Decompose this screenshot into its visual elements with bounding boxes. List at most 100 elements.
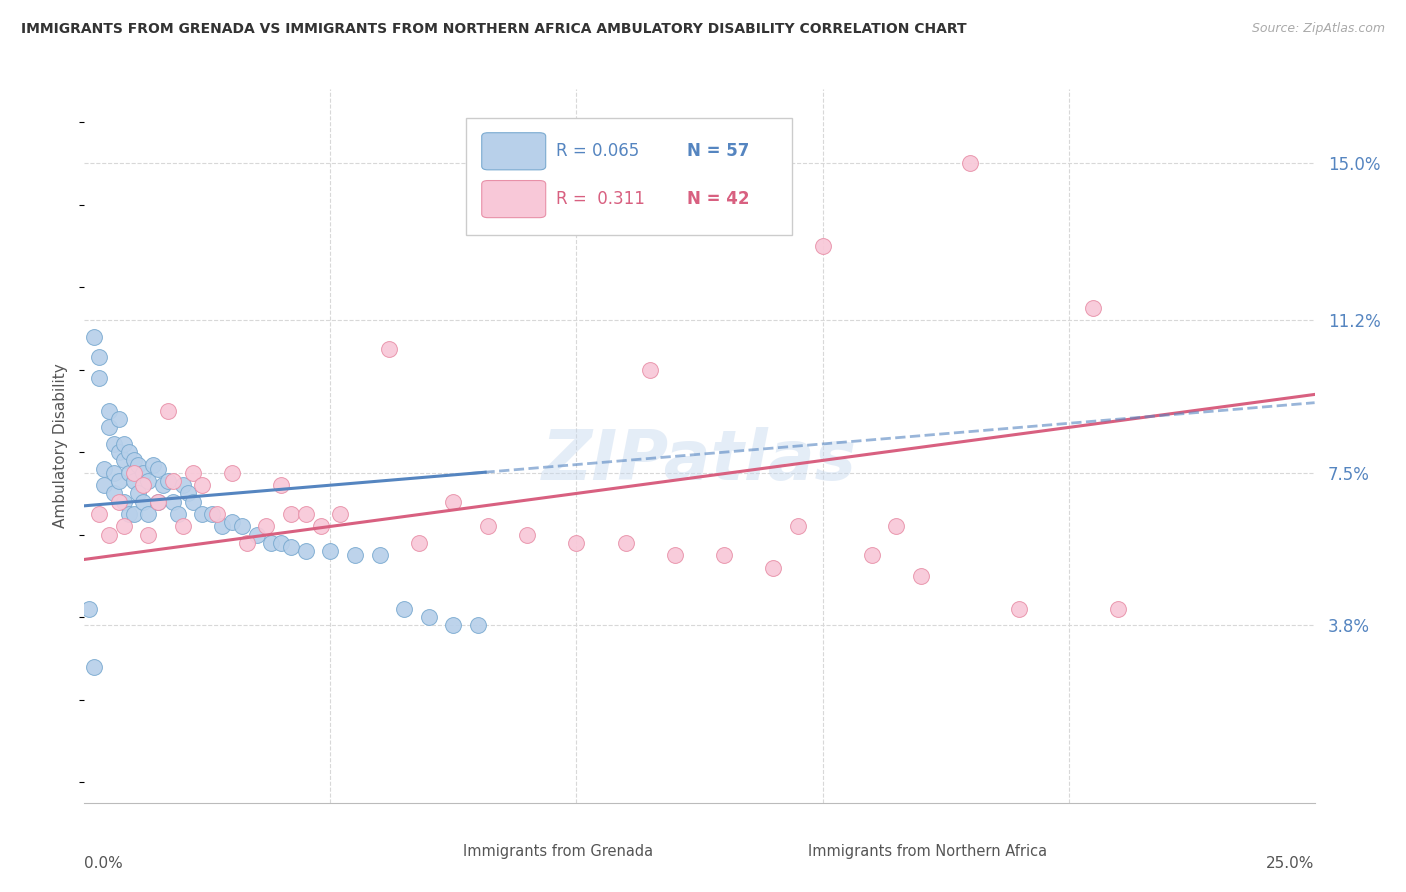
Point: [762, 560, 785, 574]
Point: [108, 474, 131, 488]
Point: [394, 602, 416, 616]
Point: [344, 549, 367, 563]
Point: [207, 507, 229, 521]
Point: [89, 351, 111, 365]
Point: [811, 239, 834, 253]
Point: [157, 404, 180, 418]
Point: [640, 362, 662, 376]
Point: [280, 540, 302, 554]
Point: [231, 519, 253, 533]
Point: [1008, 602, 1031, 616]
Point: [118, 507, 141, 521]
Point: [118, 445, 141, 459]
Point: [122, 453, 145, 467]
Point: [112, 453, 135, 467]
Point: [138, 527, 160, 541]
Point: [138, 474, 160, 488]
Point: [378, 342, 401, 356]
FancyBboxPatch shape: [749, 837, 800, 869]
Point: [93, 478, 115, 492]
Point: [108, 412, 131, 426]
FancyBboxPatch shape: [405, 837, 456, 869]
Text: N = 57: N = 57: [688, 143, 749, 161]
Point: [516, 527, 538, 541]
Point: [103, 466, 125, 480]
Point: [443, 618, 465, 632]
Point: [83, 659, 105, 673]
Point: [211, 519, 233, 533]
Point: [664, 549, 686, 563]
Point: [103, 486, 125, 500]
Point: [122, 466, 145, 480]
Point: [148, 461, 170, 475]
Point: [329, 507, 352, 521]
Point: [910, 569, 932, 583]
Point: [959, 156, 981, 170]
Point: [191, 507, 214, 521]
Point: [172, 478, 194, 492]
Point: [162, 474, 184, 488]
Point: [181, 494, 204, 508]
Point: [128, 458, 150, 472]
Point: [713, 549, 735, 563]
Point: [79, 602, 101, 616]
Point: [103, 437, 125, 451]
Point: [122, 474, 145, 488]
Point: [152, 478, 174, 492]
Point: [167, 507, 190, 521]
Text: Immigrants from Grenada: Immigrants from Grenada: [464, 844, 654, 859]
Point: [98, 404, 121, 418]
Text: R = 0.065: R = 0.065: [555, 143, 638, 161]
Y-axis label: Ambulatory Disability: Ambulatory Disability: [53, 364, 69, 528]
Text: 25.0%: 25.0%: [1267, 856, 1315, 871]
Point: [108, 445, 131, 459]
Point: [112, 494, 135, 508]
Point: [201, 507, 224, 521]
Point: [1107, 602, 1129, 616]
Point: [260, 536, 283, 550]
FancyBboxPatch shape: [482, 133, 546, 169]
Point: [108, 494, 131, 508]
Point: [148, 494, 170, 508]
Text: R =  0.311: R = 0.311: [555, 190, 644, 208]
Point: [319, 544, 342, 558]
Text: IMMIGRANTS FROM GRENADA VS IMMIGRANTS FROM NORTHERN AFRICA AMBULATORY DISABILITY: IMMIGRANTS FROM GRENADA VS IMMIGRANTS FR…: [21, 22, 967, 37]
Point: [787, 519, 810, 533]
Point: [98, 420, 121, 434]
Point: [148, 494, 170, 508]
Point: [181, 466, 204, 480]
Point: [295, 544, 318, 558]
Point: [309, 519, 332, 533]
Point: [191, 478, 214, 492]
Point: [1083, 301, 1105, 315]
Point: [112, 437, 135, 451]
Point: [221, 466, 243, 480]
Point: [408, 536, 430, 550]
Point: [177, 486, 200, 500]
Point: [89, 507, 111, 521]
Point: [368, 549, 391, 563]
Point: [93, 461, 115, 475]
Point: [270, 478, 292, 492]
Point: [860, 549, 883, 563]
Text: N = 42: N = 42: [688, 190, 749, 208]
Point: [886, 519, 908, 533]
FancyBboxPatch shape: [465, 118, 792, 235]
Text: 0.0%: 0.0%: [84, 856, 124, 871]
Point: [118, 466, 141, 480]
Point: [295, 507, 318, 521]
Text: Immigrants from Northern Africa: Immigrants from Northern Africa: [808, 844, 1047, 859]
Point: [565, 536, 588, 550]
Text: Source: ZipAtlas.com: Source: ZipAtlas.com: [1251, 22, 1385, 36]
Point: [280, 507, 302, 521]
Point: [162, 494, 184, 508]
Point: [142, 458, 165, 472]
Point: [138, 507, 160, 521]
Point: [270, 536, 292, 550]
Point: [157, 474, 180, 488]
Point: [122, 507, 145, 521]
Point: [256, 519, 278, 533]
Point: [443, 494, 465, 508]
Text: ZIPatlas: ZIPatlas: [541, 426, 858, 494]
Point: [246, 527, 269, 541]
